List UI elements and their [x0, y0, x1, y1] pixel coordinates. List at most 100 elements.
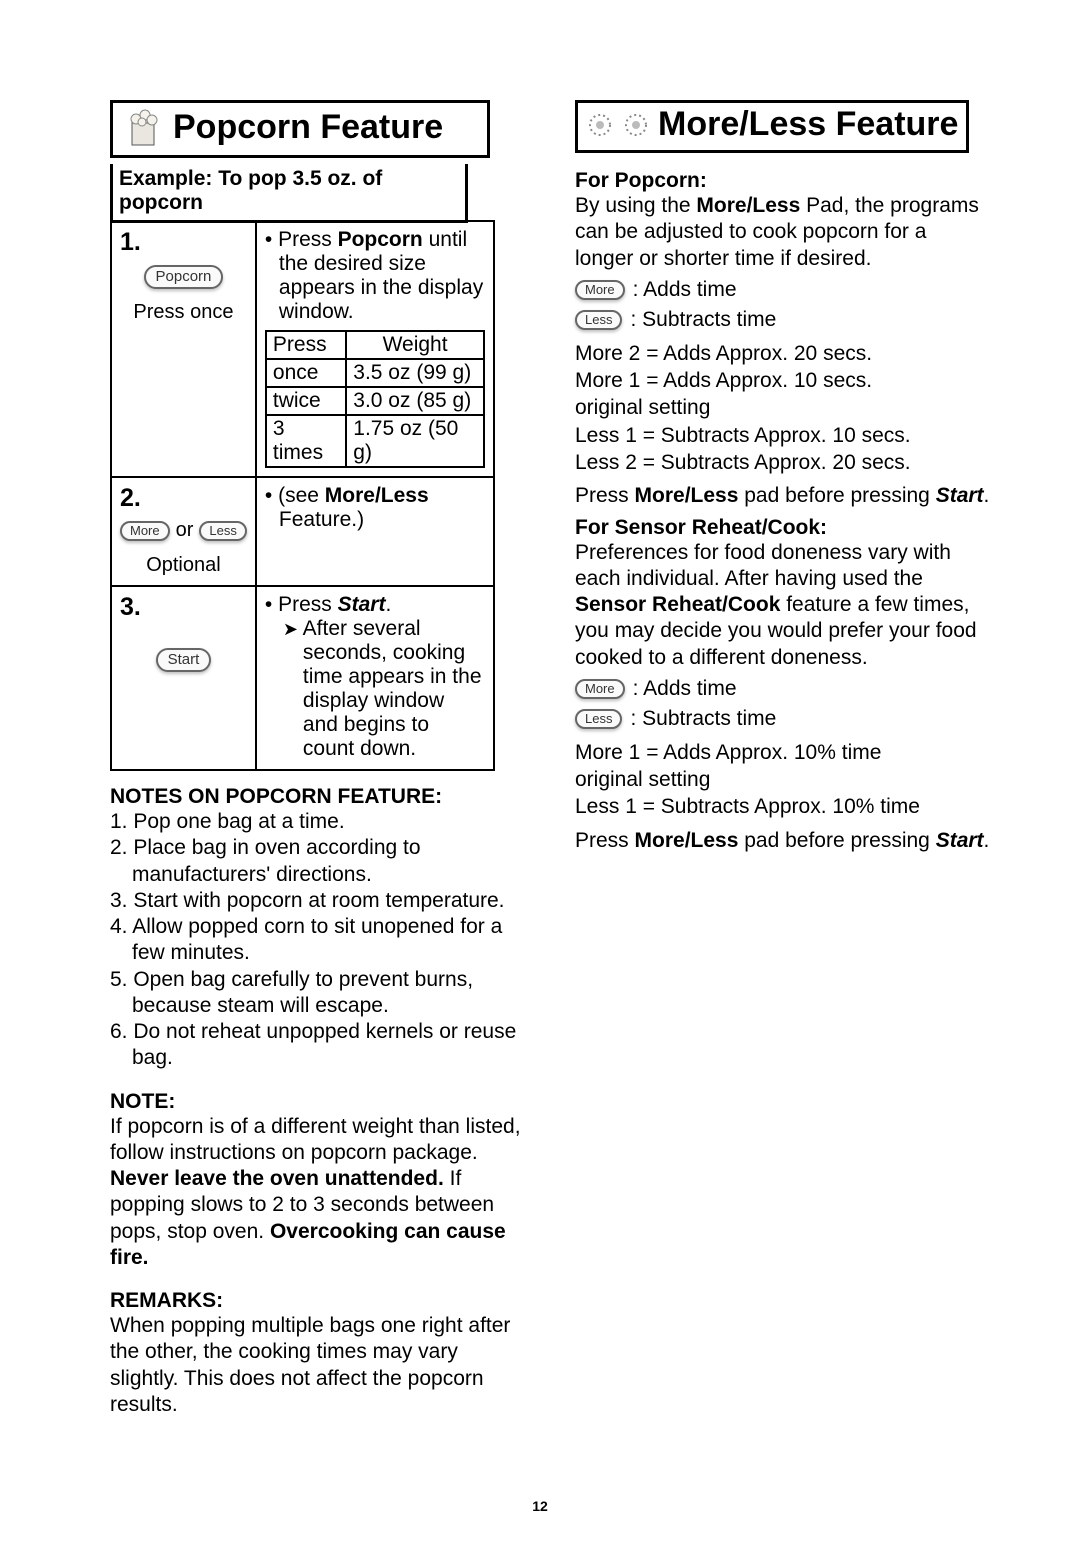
or-text: or — [176, 519, 194, 542]
popcorn-title: Popcorn Feature — [173, 108, 443, 147]
dial-icon — [622, 111, 650, 139]
popcorn-icon — [121, 105, 165, 149]
mini-r: twice — [266, 387, 346, 415]
t: Press — [575, 829, 635, 852]
remarks-heading: REMARKS: — [110, 1289, 525, 1313]
list-item: 5. Open bag carefully to prevent burns, … — [110, 967, 525, 1020]
moreless-title: More/Less Feature — [658, 105, 958, 144]
t: Preferences for food doneness vary with … — [575, 541, 951, 590]
step3-text2: ➤ After several seconds, cooking time ap… — [265, 617, 485, 761]
list-item: 1. Pop one bag at a time. — [110, 809, 525, 835]
less-subtracts-row-2: Less : Subtracts time — [575, 707, 990, 731]
adds-time: : Adds time — [633, 677, 737, 701]
list-item: Less 1 = Subtracts Approx. 10% time — [575, 793, 990, 820]
t: Start — [936, 484, 984, 507]
arrow-icon: ➤ — [283, 619, 298, 639]
for-sensor-body: Preferences for food doneness vary with … — [575, 540, 990, 671]
t: Feature.) — [279, 508, 364, 531]
note-body: If popcorn is of a different weight than… — [110, 1114, 525, 1272]
more-adds-row: More : Adds time — [575, 278, 990, 302]
for-sensor-heading: For Sensor Reheat/Cook: — [575, 516, 990, 540]
press-ml-line-2: Press More/Less pad before pressing Star… — [575, 827, 990, 854]
t: Press — [575, 484, 635, 507]
step1-caption: Press once — [120, 301, 247, 324]
t: Never leave the oven unattended. — [110, 1167, 444, 1190]
page-number: 12 — [0, 1498, 1080, 1514]
mini-r: once — [266, 359, 346, 387]
remarks-body: When popping multiple bags one right aft… — [110, 1313, 525, 1418]
press-ml-line-1: Press More/Less pad before pressing Star… — [575, 482, 990, 509]
mini-r: 3 times — [266, 415, 346, 467]
for-popcorn-body: By using the More/Less Pad, the programs… — [575, 193, 990, 272]
t: Start — [936, 829, 984, 852]
t: More/Less — [635, 829, 739, 852]
notes-list: 1. Pop one bag at a time. 2. Place bag i… — [110, 809, 525, 1072]
step-number: 2. — [120, 484, 247, 513]
step1-text: • Press Popcorn until the desired size a… — [265, 228, 485, 324]
start-pad: Start — [156, 648, 212, 672]
popcorn-pad: Popcorn — [144, 265, 224, 289]
list-item: 2. Place bag in oven according to manufa… — [110, 835, 525, 888]
press-weight-table: Press Weight once 3.5 oz (99 g) twice 3.… — [265, 330, 485, 468]
list-item: 3. Start with popcorn at room temperatur… — [110, 888, 525, 914]
list-item: 4. Allow popped corn to sit unopened for… — [110, 914, 525, 967]
list-item: More 1 = Adds Approx. 10% time — [575, 739, 990, 766]
list-item: 6. Do not reheat unpopped kernels or reu… — [110, 1019, 525, 1072]
t: pad before pressing — [738, 484, 935, 507]
t: If popcorn is of a different weight than… — [110, 1115, 521, 1164]
subtracts-time: : Subtracts time — [630, 308, 776, 332]
t: Popcorn — [338, 228, 423, 251]
more-less-feature-column: More/Less Feature For Popcorn: By using … — [575, 100, 990, 1418]
mini-r: 3.0 oz (85 g) — [346, 387, 484, 415]
list-item: original setting — [575, 766, 990, 793]
mini-h2: Weight — [346, 331, 484, 359]
more-pad: More — [575, 280, 625, 300]
step3-text1: • Press Start. — [265, 593, 485, 617]
t: Press — [278, 228, 338, 251]
mini-h1: Press — [266, 331, 346, 359]
note-heading: NOTE: — [110, 1090, 525, 1114]
mini-r: 1.75 oz (50 g) — [346, 415, 484, 467]
moreless-title-box: More/Less Feature — [575, 100, 969, 153]
notes-heading: NOTES ON POPCORN FEATURE: — [110, 785, 525, 809]
popcorn-feature-column: Popcorn Feature Example: To pop 3.5 oz. … — [110, 100, 525, 1418]
t: pad before pressing — [738, 829, 935, 852]
t: More/Less — [635, 484, 739, 507]
list-item: Less 2 = Subtracts Approx. 20 secs. — [575, 449, 990, 476]
popcorn-title-box: Popcorn Feature — [110, 100, 490, 158]
t: (see — [278, 484, 325, 507]
step2-text: • (see More/Less Feature.) — [265, 484, 485, 532]
t: More/Less — [325, 484, 429, 507]
list-item: Less 1 = Subtracts Approx. 10 secs. — [575, 422, 990, 449]
less-pad: Less — [199, 521, 246, 541]
list-item: More 1 = Adds Approx. 10 secs. — [575, 367, 990, 394]
example-label: Example: To pop 3.5 oz. of popcorn — [110, 164, 468, 223]
step2-caption: Optional — [120, 554, 247, 577]
mini-r: 3.5 oz (99 g) — [346, 359, 484, 387]
adds-time: : Adds time — [633, 278, 737, 302]
t: Press — [278, 593, 338, 616]
step-number: 1. — [120, 228, 247, 257]
for-popcorn-heading: For Popcorn: — [575, 169, 990, 193]
popcorn-adjust-list: More 2 = Adds Approx. 20 secs. More 1 = … — [575, 340, 990, 476]
t: . — [984, 829, 990, 852]
t: . — [984, 484, 990, 507]
dial-icon — [586, 111, 614, 139]
more-adds-row-2: More : Adds time — [575, 677, 990, 701]
list-item: original setting — [575, 394, 990, 421]
t: By using the — [575, 194, 696, 217]
t: Start — [338, 593, 386, 616]
t: More/Less — [696, 194, 800, 217]
step-number: 3. — [120, 593, 247, 622]
list-item: More 2 = Adds Approx. 20 secs. — [575, 340, 990, 367]
subtracts-time: : Subtracts time — [630, 707, 776, 731]
t: . — [385, 593, 391, 616]
t: Sensor Reheat/Cook — [575, 593, 780, 616]
less-pad: Less — [575, 709, 622, 729]
sensor-adjust-list: More 1 = Adds Approx. 10% time original … — [575, 739, 990, 821]
less-pad: Less — [575, 310, 622, 330]
less-subtracts-row: Less : Subtracts time — [575, 308, 990, 332]
steps-table: 1. Popcorn Press once • Press Popcorn un… — [110, 220, 495, 771]
more-pad: More — [575, 679, 625, 699]
t: After several seconds, cooking time appe… — [303, 617, 482, 760]
